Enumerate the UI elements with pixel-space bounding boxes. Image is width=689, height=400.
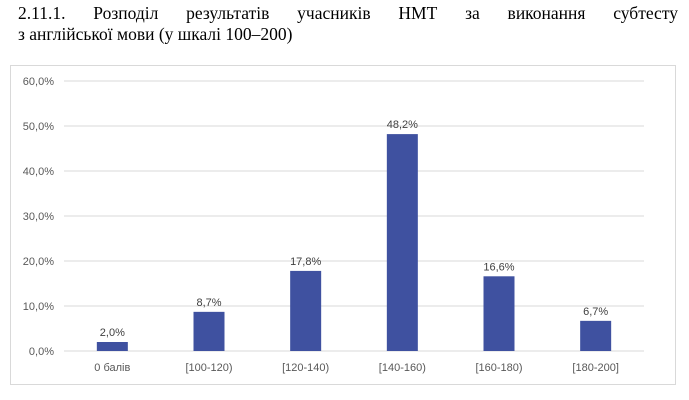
- bar-value-label: 48,2%: [387, 119, 418, 131]
- bar-value-label: 17,8%: [290, 256, 321, 268]
- x-category-label: [140-160): [379, 362, 426, 374]
- chart-caption: 2.11.1. Розподіл результатів учасників Н…: [18, 3, 678, 45]
- y-tick-label: 0,0%: [29, 346, 54, 358]
- bar: [386, 134, 418, 351]
- bar: [580, 320, 612, 351]
- x-axis-categories: 0 балів [100-120) [120-140) [140-160) [160-1…: [94, 362, 619, 374]
- x-category-label: [120-140): [282, 362, 329, 374]
- caption-line-1: 2.11.1. Розподіл результатів учасників Н…: [18, 3, 678, 23]
- bar: [193, 311, 225, 351]
- x-category-label: 0 балів: [94, 362, 130, 374]
- bar-value-label: 16,6%: [483, 261, 514, 273]
- bar: [483, 276, 515, 351]
- caption-line-2: з англійської мови (у шкалі 100–200): [18, 24, 293, 44]
- gridlines: [64, 80, 644, 352]
- y-tick-label: 30,0%: [23, 211, 54, 223]
- bar: [290, 270, 322, 351]
- chart-frame: [10, 65, 676, 385]
- bar-value-label: 6,7%: [583, 306, 608, 318]
- bar-value-label: 8,7%: [196, 297, 221, 309]
- bars: [96, 134, 612, 351]
- x-category-label: [160-180): [475, 362, 522, 374]
- y-tick-label: 20,0%: [23, 256, 54, 268]
- bar-value-label: 2,0%: [100, 327, 125, 339]
- x-category-label: [100-120): [185, 362, 232, 374]
- y-tick-label: 10,0%: [23, 301, 54, 313]
- y-tick-label: 50,0%: [23, 121, 54, 133]
- y-axis-ticks: 0,0% 10,0% 20,0% 30,0% 40,0% 50,0% 60,0%: [23, 76, 54, 358]
- y-tick-label: 60,0%: [23, 76, 54, 88]
- y-tick-label: 40,0%: [23, 166, 54, 178]
- data-labels: 2,0% 8,7% 17,8% 48,2% 16,6% 6,7%: [100, 119, 609, 339]
- bar: [96, 342, 128, 351]
- x-category-label: [180-200]: [572, 362, 618, 374]
